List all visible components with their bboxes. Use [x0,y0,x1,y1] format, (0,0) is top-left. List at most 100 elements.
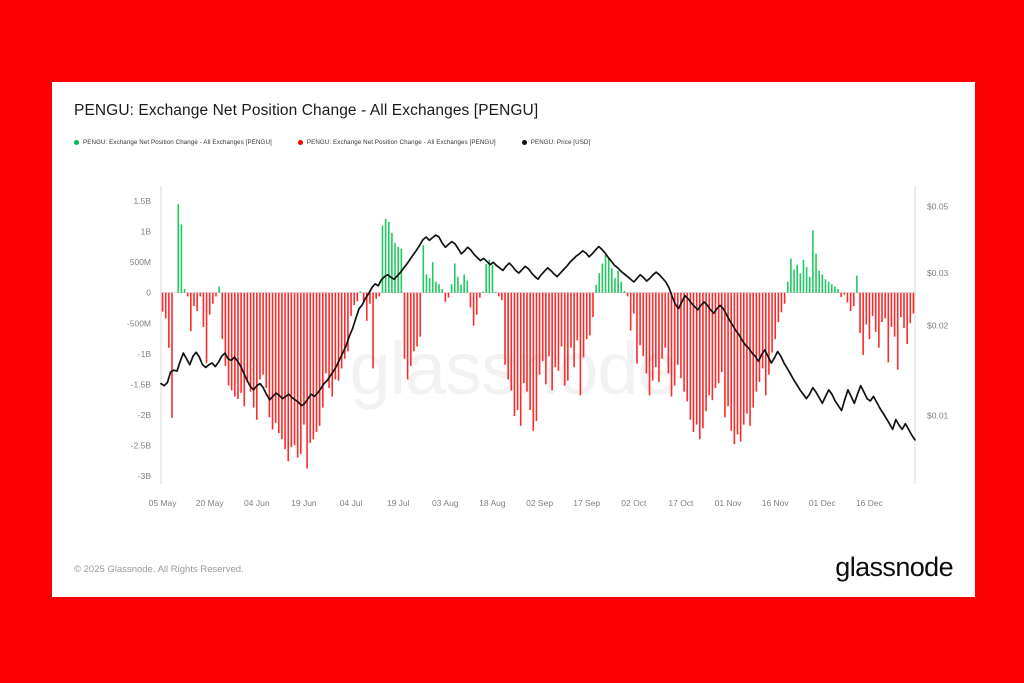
bar[interactable] [878,292,880,348]
bar[interactable] [771,292,773,353]
bar[interactable] [808,276,811,293]
bar[interactable] [265,292,268,388]
bar[interactable] [337,292,340,381]
bar[interactable] [350,292,352,316]
bar[interactable] [479,292,481,298]
bar[interactable] [862,292,864,356]
bar[interactable] [667,292,670,374]
bar[interactable] [375,292,377,299]
bar[interactable] [271,292,274,430]
bar[interactable] [218,286,220,293]
bar[interactable] [598,273,601,293]
bar[interactable] [230,292,233,391]
bar[interactable] [378,292,381,297]
bar[interactable] [171,292,173,418]
bar[interactable] [607,258,610,293]
bar[interactable] [501,292,503,301]
bar[interactable] [695,292,698,425]
bar[interactable] [601,263,604,293]
bar[interactable] [670,292,673,397]
bar[interactable] [717,292,720,384]
bar[interactable] [673,292,676,386]
bar[interactable] [796,264,798,293]
bar[interactable] [262,292,264,375]
bar[interactable] [633,292,635,314]
bar[interactable] [777,292,780,323]
bar[interactable] [645,292,648,374]
bar[interactable] [545,292,547,385]
bar[interactable] [604,254,607,293]
bar[interactable] [281,292,283,440]
bar[interactable] [161,292,164,312]
bar[interactable] [347,292,349,352]
bar[interactable] [812,230,814,293]
bar[interactable] [636,292,638,364]
bar[interactable] [309,292,312,443]
bar[interactable] [224,292,227,366]
bar[interactable] [444,292,447,302]
chart-svg[interactable]: 1.5B 1B 500M 0 -500M -1B -1.5B -2B -2.5B -3B $0.05… [52,174,975,519]
bar[interactable] [296,292,299,458]
bar[interactable] [783,292,786,304]
bar[interactable] [334,292,337,380]
bar[interactable] [180,224,183,293]
bar[interactable] [356,292,359,302]
bar[interactable] [164,292,167,319]
bar[interactable] [818,270,820,293]
bar[interactable] [805,267,808,293]
bar[interactable] [343,292,346,359]
bar[interactable] [284,292,286,450]
bar[interactable] [274,292,277,423]
bar[interactable] [843,292,846,295]
bar[interactable] [249,292,252,392]
bar[interactable] [865,292,868,325]
bar[interactable] [381,225,384,293]
bar[interactable] [761,292,764,369]
price-line[interactable] [160,234,916,441]
bar[interactable] [611,268,613,293]
bar[interactable] [428,278,431,293]
bar[interactable] [774,292,776,340]
bar[interactable] [768,292,770,375]
bar[interactable] [557,292,560,371]
bar[interactable] [450,284,453,293]
bar[interactable] [494,292,497,294]
bar[interactable] [516,292,519,410]
bar[interactable] [746,292,748,414]
bar[interactable] [799,273,802,293]
bar[interactable] [212,292,214,304]
bar[interactable] [724,292,726,418]
bar[interactable] [394,242,396,293]
bar[interactable] [793,269,795,293]
bar[interactable] [391,232,393,293]
bar[interactable] [177,204,180,293]
bar[interactable] [827,281,830,293]
bar[interactable] [221,292,224,340]
bar[interactable] [554,292,557,368]
bar[interactable] [620,281,623,293]
bar[interactable] [485,264,487,293]
bar[interactable] [582,292,585,358]
bar[interactable] [739,292,742,442]
bar[interactable] [802,259,805,293]
bar[interactable] [711,292,714,401]
bar[interactable] [755,292,758,392]
bar[interactable] [563,292,566,386]
bar[interactable] [438,284,440,293]
legend-item-net-position-outflow[interactable]: PENGU: Exchange Net Position Change - Al… [297,139,496,146]
bar[interactable] [576,292,579,341]
bar[interactable] [463,274,465,293]
bar[interactable] [780,292,783,313]
bar[interactable] [488,259,491,293]
bar[interactable] [570,292,572,348]
bar[interactable] [592,292,594,318]
bar[interactable] [441,289,443,293]
bar[interactable] [529,292,531,410]
bar[interactable] [475,292,478,315]
bar[interactable] [749,292,751,426]
bar[interactable] [834,286,836,293]
bar[interactable] [614,278,616,293]
bar[interactable] [887,292,890,363]
bar[interactable] [387,221,390,293]
bar[interactable] [507,292,509,380]
